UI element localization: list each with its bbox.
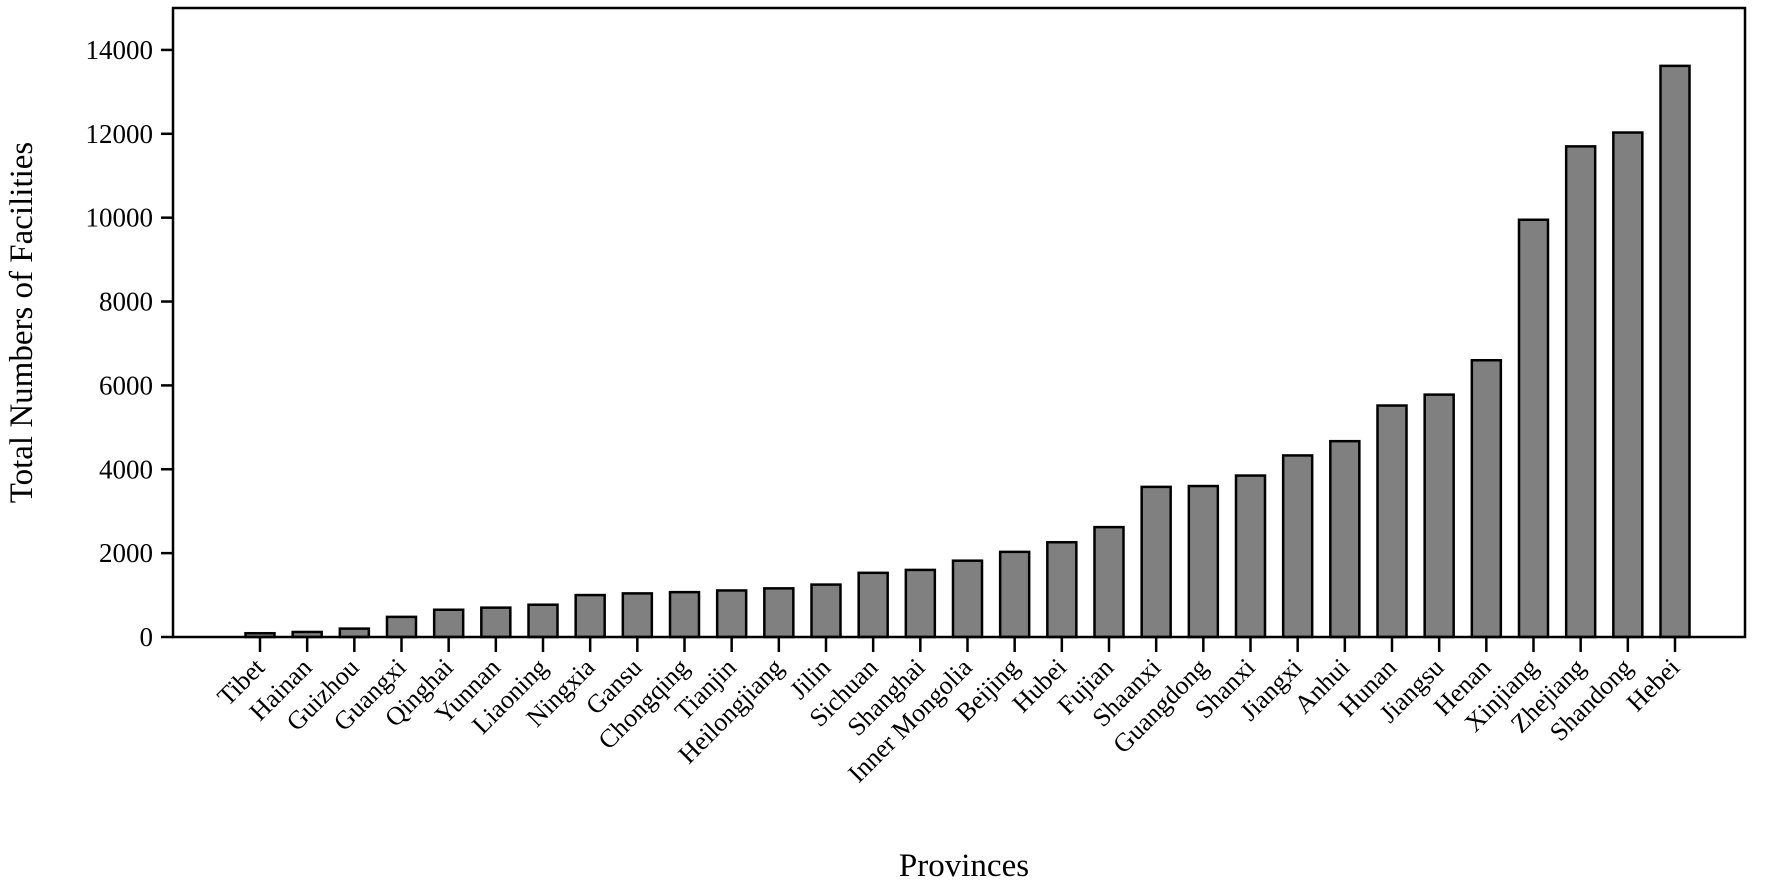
y-tick-label: 14000 (86, 35, 154, 65)
bars-layer (244, 64, 1691, 639)
bar-jilin (810, 583, 842, 639)
bar-liaoning (527, 603, 559, 639)
y-tick-label: 10000 (86, 203, 154, 233)
bar-hebei (1659, 64, 1691, 639)
bar-guangdong (1187, 484, 1220, 639)
bar-tianjin (715, 589, 748, 639)
bar-jiangxi (1281, 454, 1314, 639)
y-axis-ticks: 0 2000 4000 6000 8000 10000 12000 14000 (86, 35, 173, 652)
y-tick-label: 4000 (99, 454, 153, 484)
bar-hunan (1376, 404, 1408, 639)
bar-shaanxi (1140, 485, 1172, 639)
bar-yunnan (480, 606, 512, 639)
bar-jiangsu (1423, 393, 1455, 639)
y-axis-title: Total Numbers of Facilities (4, 142, 40, 504)
bar-heilongjiang (763, 587, 795, 639)
bar-shanxi (1234, 474, 1267, 639)
bar-ningxia (574, 593, 606, 639)
x-axis-title: Provinces (899, 848, 1029, 884)
bar-inner-mongolia (951, 559, 984, 639)
bar-shanghai (904, 568, 937, 639)
bar-gansu (621, 592, 654, 639)
y-tick-label: 12000 (86, 119, 154, 149)
bar-sichuan (857, 571, 889, 639)
bar-xinjiang (1517, 218, 1550, 639)
bar-zhejiang (1564, 145, 1597, 639)
y-tick-label: 2000 (99, 538, 153, 568)
bar-anhui (1329, 439, 1361, 639)
bar-guizhou (338, 627, 371, 639)
bar-qinghai (432, 608, 465, 639)
x-axis-ticks: TibetHainanGuizhouGuangxiQinghaiYunnanLi… (212, 637, 1685, 788)
bar-hubei (1046, 540, 1078, 639)
bar-beijing (998, 550, 1031, 639)
x-tick-label: Hebei (1621, 653, 1685, 717)
bar-shandong (1612, 131, 1644, 639)
axes-layer (171, 6, 1747, 639)
plot-frame (171, 6, 1747, 639)
bar-fujian (1093, 525, 1125, 639)
bar-henan (1470, 358, 1503, 639)
y-tick-label: 6000 (99, 370, 153, 400)
bar-guangxi (385, 615, 418, 639)
y-tick-label: 8000 (99, 287, 153, 317)
y-tick-label: 0 (140, 622, 154, 652)
bar-chongqing (668, 590, 701, 639)
